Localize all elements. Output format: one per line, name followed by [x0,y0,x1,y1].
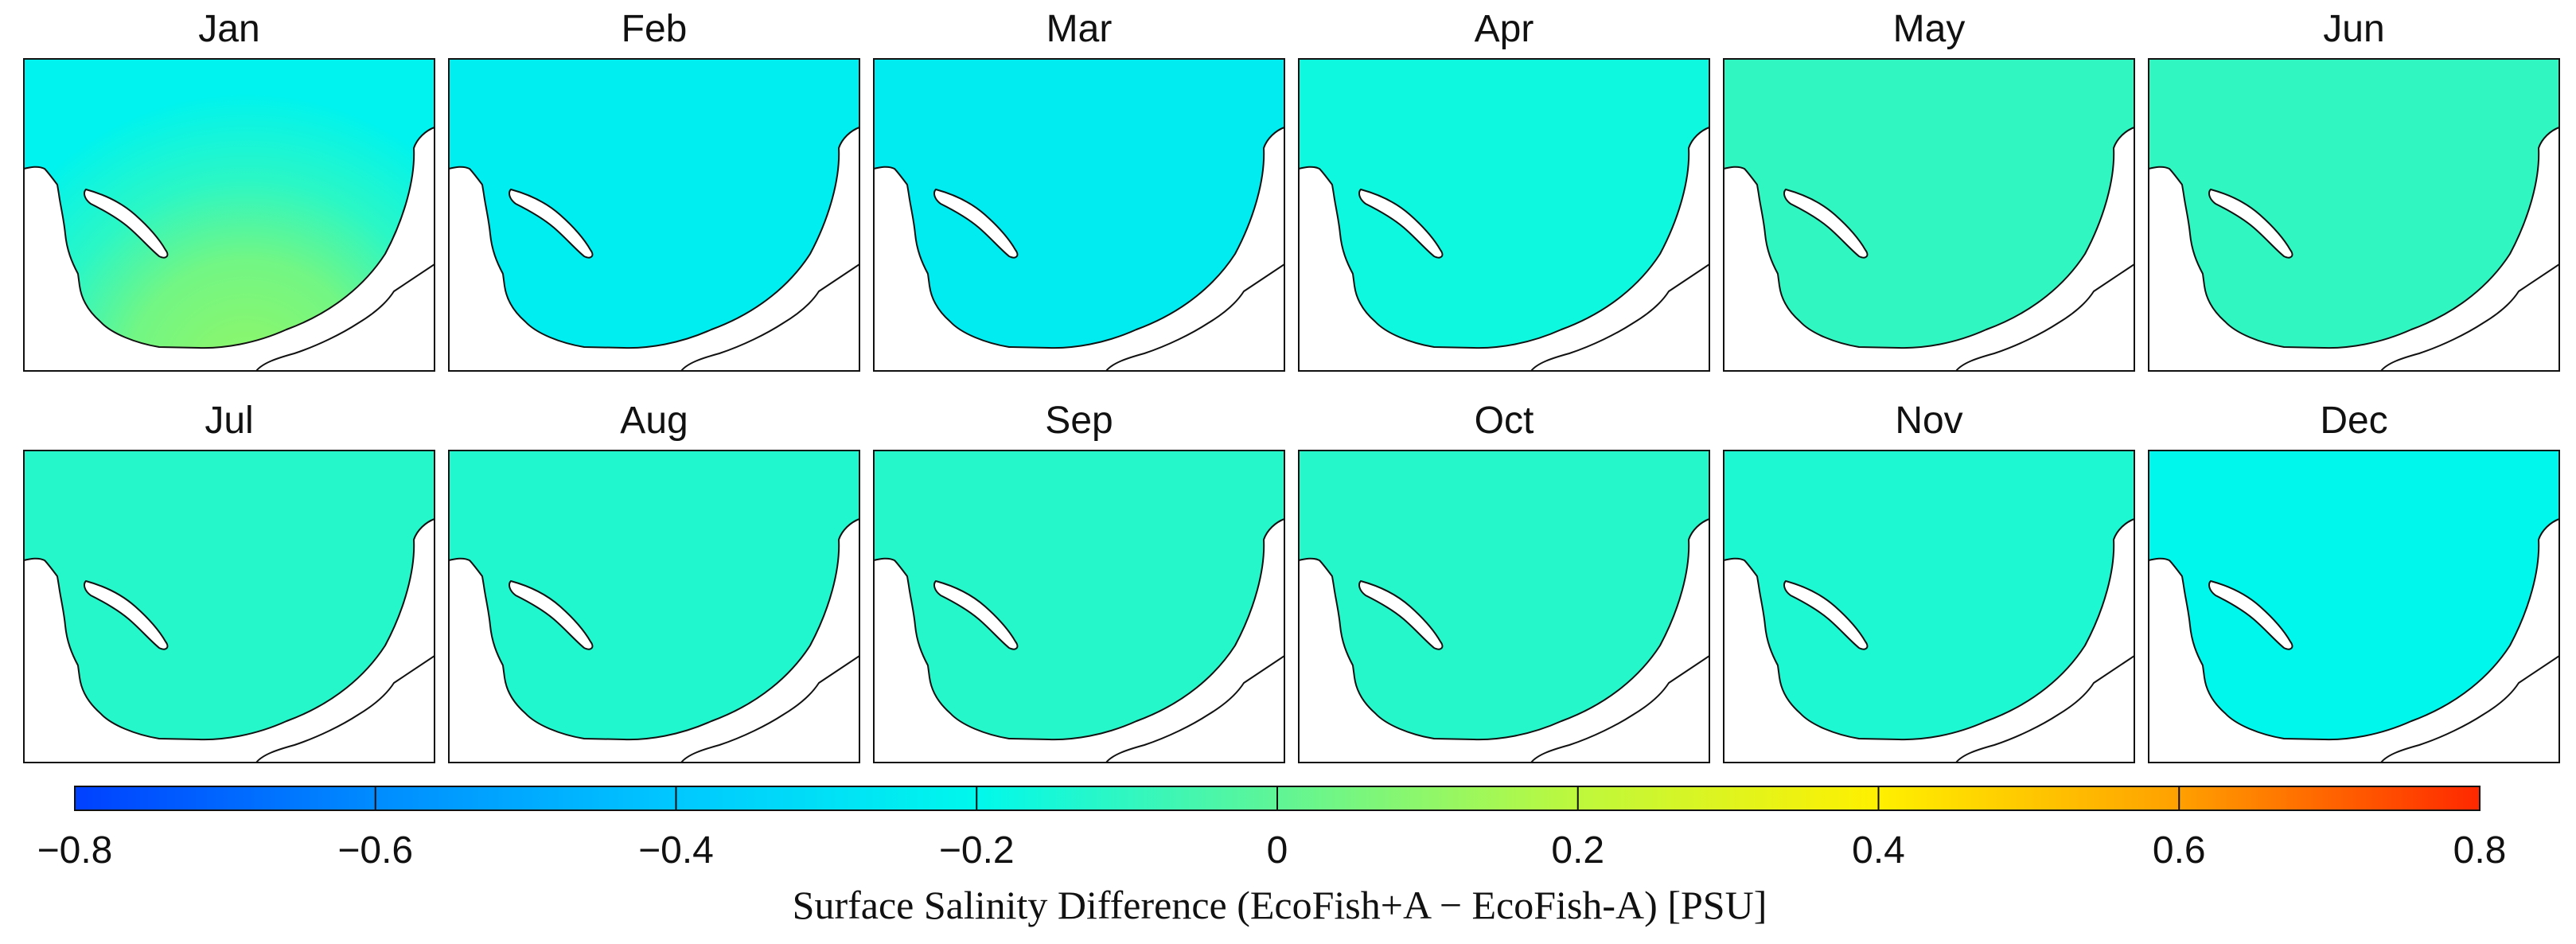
colorbar: −0.8 −0.6 −0.4 −0.2 0 0.2 0.4 0.6 0.8 [37,786,2507,872]
spit-island [933,188,1019,259]
southeast-coastline [2379,263,2560,372]
colorbar-tick-label: 0 [1267,829,1288,872]
panel-frame [2148,58,2560,372]
panel-title-nov: Nov [1895,400,1962,442]
southeast-coastline [254,263,435,372]
panel-aug: Aug [448,400,860,763]
southeast-coastline [2379,654,2560,763]
panel-title-sep: Sep [1045,400,1113,442]
panel-title-apr: Apr [1475,8,1534,50]
salinity-field-apr [1298,58,1710,349]
salinity-field-sep [873,450,1285,741]
salinity-field-jan [23,58,435,349]
spit-island [84,579,169,650]
panel-title-jun: Jun [2323,8,2384,50]
colorbar-tick-label: −0.6 [337,829,413,872]
salinity-field-mar [873,58,1285,349]
colorbar-tick-label: −0.8 [37,829,113,872]
salinity-field-nov [1723,450,2135,741]
panel-mar: Mar [873,8,1285,372]
spit-island [1783,579,1869,650]
southeast-coastline [1529,654,1710,763]
panel-apr: Apr [1298,8,1710,372]
panel-title-mar: Mar [1046,8,1113,50]
colorbar-tick-label: 0.8 [2453,829,2507,872]
southeast-coastline [1529,263,1710,372]
panel-title-may: May [1893,8,1966,50]
southeast-coastline [1104,263,1285,372]
panel-title-aug: Aug [620,400,688,442]
panel-frame [1723,58,2135,372]
spit-island [1783,188,1869,259]
colorbar-tick-label: 0.4 [1852,829,1905,872]
spit-island [2208,579,2293,650]
panel-frame [2148,450,2560,763]
southeast-coastline [679,654,860,763]
panel-title-feb: Feb [622,8,688,50]
panel-title-jul: Jul [205,400,253,442]
panel-dec: Dec [2148,400,2560,763]
panel-frame [1723,450,2135,763]
panel-oct: Oct [1298,400,1710,763]
panel-nov: Nov [1723,400,2135,763]
spit-island [1358,579,1444,650]
monthly-panels: Jan Feb Mar Apr May Jun Jul Aug Sep Oct Nov Dec [23,8,2560,763]
panel-frame [873,58,1285,372]
colorbar-tick-label: 0.2 [1551,829,1604,872]
salinity-field-may [1723,58,2135,349]
colorbar-label: Surface Salinity Difference (EcoFish+A −… [793,883,1767,927]
panel-frame [1298,450,1710,763]
panel-frame [448,58,860,372]
spit-island [509,188,594,259]
panel-feb: Feb [448,8,860,372]
panel-sep: Sep [873,400,1285,763]
southeast-coastline [1104,654,1285,763]
panel-title-dec: Dec [2320,400,2387,442]
southeast-coastline [1954,263,2135,372]
panel-title-jan: Jan [198,8,259,50]
spit-island [84,188,169,259]
panel-frame [23,450,435,763]
panel-jul: Jul [23,400,435,763]
southeast-coastline [254,654,435,763]
colorbar-tick-label: −0.4 [638,829,714,872]
panel-frame [23,58,435,372]
southeast-coastline [679,263,860,372]
colorbar-tick-label: −0.2 [939,829,1015,872]
panel-may: May [1723,8,2135,372]
panel-title-oct: Oct [1475,400,1534,442]
panel-frame [873,450,1285,763]
spit-island [933,579,1019,650]
southeast-coastline [1954,654,2135,763]
salinity-field-aug [448,450,860,741]
panel-frame [448,450,860,763]
salinity-field-feb [448,58,860,349]
salinity-field-dec [2148,450,2560,741]
spit-island [1358,188,1444,259]
salinity-field-oct [1298,450,1710,741]
salinity-field-jun [2148,58,2560,349]
spit-island [509,579,594,650]
panel-jun: Jun [2148,8,2560,372]
panel-frame [1298,58,1710,372]
spit-island [2208,188,2293,259]
panel-jan: Jan [23,8,435,372]
colorbar-tick-label: 0.6 [2153,829,2206,872]
salinity-field-jul [23,450,435,741]
